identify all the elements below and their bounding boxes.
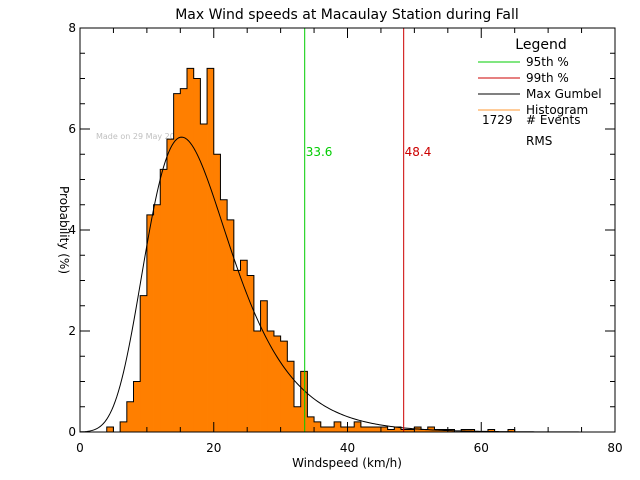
histogram-bar <box>187 68 195 433</box>
histogram-bar <box>267 331 275 432</box>
histogram-bar <box>153 204 161 432</box>
legend-title: Legend <box>515 37 566 53</box>
histogram-bar <box>213 154 221 432</box>
histogram-bar <box>280 341 288 432</box>
x-tick-label: 40 <box>340 441 355 455</box>
axis-ticks: 0 20 40 60 80 0 2 4 6 8 <box>68 21 622 455</box>
chart-title: Max Wind speeds at Macaulay Station duri… <box>175 7 519 23</box>
histogram-bar <box>327 426 335 432</box>
histogram-outline <box>106 67 516 433</box>
histogram-bar <box>401 429 409 432</box>
watermark: Made on 29 May 2025 <box>96 132 185 141</box>
x-tick-label: 60 <box>474 441 489 455</box>
histogram-bar <box>394 426 402 432</box>
histogram-bar <box>260 300 268 432</box>
legend-rms-label: RMS <box>526 134 552 148</box>
histogram-bar <box>200 123 208 432</box>
histogram-bar <box>233 270 241 432</box>
histogram-bar <box>360 426 368 432</box>
histogram-bar <box>320 426 328 432</box>
histogram-bar <box>354 421 362 432</box>
histogram-bar <box>180 88 188 432</box>
percentile-lines: 33.6 48.4 <box>304 28 432 432</box>
histogram-bar <box>146 214 154 432</box>
x-tick-label: 80 <box>607 441 622 455</box>
histogram-bar <box>334 421 342 432</box>
histogram-bar <box>106 426 114 432</box>
y-tick-label: 4 <box>68 223 76 237</box>
histogram-bar <box>166 139 175 432</box>
histogram-bar <box>133 381 141 432</box>
histogram-bar <box>247 275 255 432</box>
histogram-bar <box>347 426 355 432</box>
y-tick-label: 0 <box>68 425 76 439</box>
y-tick-label: 8 <box>68 21 76 35</box>
histogram-bar <box>140 295 148 432</box>
legend-label-95th: 95th % <box>526 55 569 69</box>
percentile-label-1: 48.4 <box>405 145 432 159</box>
legend-label-histogram: Histogram <box>526 103 588 117</box>
histogram-bar <box>367 426 375 432</box>
legend-events-label: # Events <box>526 113 581 127</box>
percentile-label-0: 33.6 <box>306 145 333 159</box>
histogram-bar <box>294 406 302 432</box>
histogram-bar <box>253 331 261 432</box>
histogram-bar <box>374 426 382 432</box>
histogram-bar <box>193 78 201 432</box>
histogram-bar <box>421 429 429 432</box>
histogram-bar <box>340 426 348 432</box>
histogram-bar <box>287 361 295 432</box>
histogram-bar <box>307 416 315 432</box>
legend-label-99th: 99th % <box>526 71 569 85</box>
histogram-bar <box>220 199 228 432</box>
histogram-bar <box>207 68 215 433</box>
histogram-bar <box>273 336 282 432</box>
histogram-bar <box>407 429 415 432</box>
histogram-bar <box>120 421 128 432</box>
histogram-bar <box>487 429 496 432</box>
histogram <box>106 67 516 433</box>
histogram-bar <box>387 429 395 432</box>
histogram-bar <box>160 169 168 432</box>
legend-label-gumbel: Max Gumbel <box>526 87 602 101</box>
histogram-bar <box>240 260 248 432</box>
histogram-bar <box>434 429 442 432</box>
y-tick-label: 2 <box>68 324 76 338</box>
histogram-bar <box>508 429 516 432</box>
histogram-bar <box>126 401 134 432</box>
histogram-bar <box>227 219 235 432</box>
legend: Legend 95th % 99th % Max Gumbel Histogra… <box>478 37 602 148</box>
histogram-bar <box>314 421 322 432</box>
x-axis-label: Windspeed (km/h) <box>292 456 402 470</box>
histogram-bar <box>173 93 181 433</box>
y-axis-label: Probability (%) <box>57 186 71 274</box>
histogram-bar <box>380 426 389 432</box>
legend-events-count: 1729 <box>482 113 513 127</box>
y-tick-label: 6 <box>68 122 76 136</box>
x-tick-label: 0 <box>76 441 84 455</box>
x-tick-label: 20 <box>206 441 221 455</box>
